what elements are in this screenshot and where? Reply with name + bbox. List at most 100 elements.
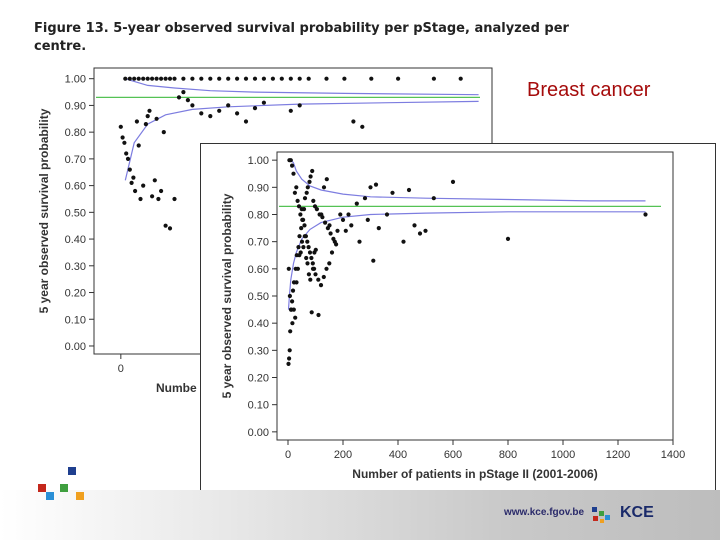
data-point (292, 190, 297, 195)
data-point (261, 76, 266, 81)
data-point (226, 103, 231, 108)
data-point (125, 156, 131, 161)
data-point (145, 114, 150, 119)
data-point (335, 228, 340, 233)
data-point (199, 76, 204, 81)
data-point (298, 212, 303, 217)
data-point (306, 76, 311, 81)
data-point (217, 108, 222, 113)
data-point (288, 76, 293, 81)
data-point (243, 76, 249, 81)
data-point (324, 266, 329, 271)
data-point (252, 106, 258, 111)
data-point (208, 114, 213, 119)
data-point (302, 234, 307, 239)
data-point (297, 103, 302, 108)
data-point (190, 76, 195, 81)
data-point (226, 76, 231, 81)
plot-area (276, 151, 674, 441)
data-point (349, 223, 354, 228)
data-point (150, 194, 155, 199)
data-point (450, 179, 456, 184)
data-point (310, 261, 315, 266)
data-point (309, 255, 314, 261)
x-tick-label: 1000 (551, 449, 575, 461)
data-point (124, 151, 129, 156)
data-point (199, 111, 204, 116)
data-point (321, 185, 327, 190)
data-point (368, 185, 373, 190)
y-tick-label: 0.00 (248, 427, 269, 439)
data-point (324, 76, 329, 81)
data-point (143, 122, 148, 127)
data-point (154, 116, 159, 121)
data-point (167, 76, 173, 81)
figure-title: Figure 13. 5-year observed survival prob… (34, 20, 574, 56)
data-point (302, 223, 307, 228)
kce-logo-icon (592, 507, 610, 523)
data-point (286, 266, 291, 271)
data-point (373, 182, 379, 187)
data-point (138, 196, 143, 202)
data-point (412, 223, 417, 228)
data-point (217, 76, 222, 81)
y-tick-label: 0.20 (248, 373, 269, 385)
y-axis-label: 5 year observed survival probability (220, 193, 234, 398)
data-point (150, 76, 155, 81)
data-point (300, 217, 305, 222)
data-point (340, 217, 346, 222)
x-tick-label: 0 (285, 449, 291, 461)
data-point (324, 177, 329, 182)
front-chart-panel: 0.00 0.10 0.20 0.30 0.40 0.50 0.60 0.70 0.80 0.90… (200, 143, 716, 510)
data-point (172, 76, 177, 81)
y-tick-label: 0.80 (65, 127, 86, 139)
data-point (287, 293, 292, 299)
y-tick-label: 0.30 (248, 345, 269, 357)
data-point (305, 261, 310, 266)
data-point (401, 239, 406, 244)
data-point (362, 196, 368, 201)
data-point (136, 76, 141, 81)
data-point (298, 250, 303, 255)
data-point (308, 277, 313, 282)
data-point (190, 103, 195, 108)
front-scatter-chart: 0.00 0.10 0.20 0.30 0.40 0.50 0.60 0.70 0.80 0.90… (220, 151, 685, 481)
data-point (305, 185, 310, 190)
upper-limit-line (290, 159, 646, 202)
data-point (365, 217, 370, 222)
data-point (643, 212, 648, 217)
data-point (167, 226, 173, 231)
data-point (290, 299, 295, 304)
data-point (306, 272, 311, 277)
data-point (390, 190, 395, 195)
data-point (297, 234, 302, 239)
y-tick-label: 0.50 (248, 291, 269, 303)
data-point (291, 307, 296, 312)
data-point (290, 288, 296, 293)
footer-url-link[interactable]: www.kce.fgov.be (504, 507, 585, 518)
data-point (134, 119, 139, 124)
x-tick-label: 600 (444, 449, 462, 461)
data-point (208, 76, 213, 81)
data-point (120, 135, 125, 140)
x-axis-label: Numbe (156, 381, 197, 395)
x-tick-label: 0 (118, 363, 124, 375)
logo-square-icon (68, 467, 76, 475)
data-point (147, 108, 152, 113)
data-point (270, 76, 275, 81)
y-tick-label: 0.70 (65, 154, 86, 166)
data-point (316, 312, 321, 318)
data-point (235, 76, 240, 81)
logo-square-icon (38, 484, 46, 492)
lower-limit-line (124, 100, 479, 181)
data-point (185, 98, 190, 103)
x-tick-label: 400 (389, 449, 407, 461)
data-point (304, 255, 309, 261)
y-tick-label: 0.10 (248, 400, 269, 412)
data-point (342, 76, 347, 81)
y-tick-label: 0.90 (65, 100, 86, 112)
data-point (290, 321, 295, 326)
data-point (331, 236, 336, 241)
data-point (417, 231, 423, 236)
data-point (295, 198, 300, 203)
